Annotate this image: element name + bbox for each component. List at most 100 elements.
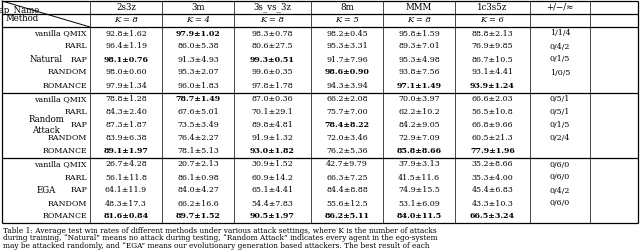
Text: 96.4±1.19: 96.4±1.19 xyxy=(105,43,147,50)
Text: 93.9±1.24: 93.9±1.24 xyxy=(470,81,515,89)
Text: 66.2±16.6: 66.2±16.6 xyxy=(177,200,219,207)
Text: 77.9±1.96: 77.9±1.96 xyxy=(470,147,515,155)
Text: 92.8±1.62: 92.8±1.62 xyxy=(105,29,147,38)
Text: 90.5±1.97: 90.5±1.97 xyxy=(250,212,295,220)
Text: 0/6/0: 0/6/0 xyxy=(550,200,570,207)
Text: 91.3±4.93: 91.3±4.93 xyxy=(177,55,219,64)
Text: 0/4/2: 0/4/2 xyxy=(550,43,570,50)
Text: 0/1/5: 0/1/5 xyxy=(550,121,570,129)
Text: 0/6/0: 0/6/0 xyxy=(550,173,570,181)
Text: K = 5: K = 5 xyxy=(335,16,359,24)
Text: 45.4±6.83: 45.4±6.83 xyxy=(472,186,513,195)
Text: 74.9±15.5: 74.9±15.5 xyxy=(398,186,440,195)
Text: 1c3s5z: 1c3s5z xyxy=(477,3,508,12)
Text: 83.9±6.38: 83.9±6.38 xyxy=(105,134,147,142)
Text: 97.9±1.02: 97.9±1.02 xyxy=(175,29,220,38)
Text: 55.6±12.5: 55.6±12.5 xyxy=(326,200,368,207)
Text: 86.0±5.38: 86.0±5.38 xyxy=(177,43,219,50)
Text: Method: Method xyxy=(6,14,39,23)
Text: 76.4±2.27: 76.4±2.27 xyxy=(177,134,219,142)
Text: 93.0±1.82: 93.0±1.82 xyxy=(250,147,295,155)
Text: 66.5±3.24: 66.5±3.24 xyxy=(470,212,515,220)
Text: 89.8±4.81: 89.8±4.81 xyxy=(252,121,293,129)
Text: 89.1±1.97: 89.1±1.97 xyxy=(104,147,148,155)
Text: 70.1±29.1: 70.1±29.1 xyxy=(252,108,293,116)
Text: 86.2±5.11: 86.2±5.11 xyxy=(324,212,369,220)
Text: 98.2±0.45: 98.2±0.45 xyxy=(326,29,368,38)
Text: RAP: RAP xyxy=(70,121,87,129)
Text: K = 8: K = 8 xyxy=(260,16,284,24)
Text: 53.1±6.09: 53.1±6.09 xyxy=(398,200,440,207)
Text: vanilla QMIX: vanilla QMIX xyxy=(35,161,87,169)
Text: 73.5±3.49: 73.5±3.49 xyxy=(177,121,219,129)
Text: 30.9±1.52: 30.9±1.52 xyxy=(252,161,293,169)
Text: ROMANCE: ROMANCE xyxy=(42,147,87,155)
Text: 42.7±9.79: 42.7±9.79 xyxy=(326,161,368,169)
Text: 84.3±2.40: 84.3±2.40 xyxy=(105,108,147,116)
Text: 97.9±1.34: 97.9±1.34 xyxy=(105,81,147,89)
Text: K = 8: K = 8 xyxy=(114,16,138,24)
Text: 96.0±1.83: 96.0±1.83 xyxy=(177,81,219,89)
Text: RARL: RARL xyxy=(64,43,87,50)
Text: 35.3±4.00: 35.3±4.00 xyxy=(472,173,513,181)
Text: 26.7±4.28: 26.7±4.28 xyxy=(105,161,147,169)
Text: +/−/≈: +/−/≈ xyxy=(547,3,573,12)
Text: vanilla QMIX: vanilla QMIX xyxy=(35,95,87,103)
Text: 93.1±4.41: 93.1±4.41 xyxy=(472,69,513,77)
Text: 76.2±5.36: 76.2±5.36 xyxy=(326,147,368,155)
Text: 91.9±1.32: 91.9±1.32 xyxy=(252,134,293,142)
Text: 43.3±10.3: 43.3±10.3 xyxy=(472,200,513,207)
Text: Random
Attack: Random Attack xyxy=(28,115,64,135)
Text: 87.3±1.87: 87.3±1.87 xyxy=(105,121,147,129)
Text: 84.4±8.88: 84.4±8.88 xyxy=(326,186,368,195)
Text: 35.2±8.66: 35.2±8.66 xyxy=(472,161,513,169)
Text: 2s3z: 2s3z xyxy=(116,3,136,12)
Text: 78.1±5.13: 78.1±5.13 xyxy=(177,147,219,155)
Text: 41.5±11.6: 41.5±11.6 xyxy=(398,173,440,181)
Text: ROMANCE: ROMANCE xyxy=(42,81,87,89)
Text: 8m: 8m xyxy=(340,3,354,12)
Text: RANDOM: RANDOM xyxy=(47,69,87,77)
Text: 86.1±0.98: 86.1±0.98 xyxy=(177,173,219,181)
Text: 99.6±0.35: 99.6±0.35 xyxy=(252,69,293,77)
Text: Natural: Natural xyxy=(29,55,63,64)
Text: K = 4: K = 4 xyxy=(186,16,210,24)
Text: 3s_vs_3z: 3s_vs_3z xyxy=(253,3,291,12)
Text: 78.7±1.49: 78.7±1.49 xyxy=(175,95,221,103)
Text: RARL: RARL xyxy=(64,108,87,116)
Text: 88.8±2.13: 88.8±2.13 xyxy=(472,29,513,38)
Text: 98.1±0.76: 98.1±0.76 xyxy=(104,55,148,64)
Text: vanilla QMIX: vanilla QMIX xyxy=(35,29,87,38)
Text: 99.3±0.51: 99.3±0.51 xyxy=(250,55,295,64)
Text: 1/0/5: 1/0/5 xyxy=(550,69,570,77)
Text: 60.9±14.2: 60.9±14.2 xyxy=(252,173,293,181)
Text: 91.7±7.96: 91.7±7.96 xyxy=(326,55,368,64)
Text: may be attacked randomly, and “EGA” means our evolutionary generation based atta: may be attacked randomly, and “EGA” mean… xyxy=(3,242,429,250)
Text: 95.3±4.98: 95.3±4.98 xyxy=(398,55,440,64)
Text: 56.1±11.8: 56.1±11.8 xyxy=(105,173,147,181)
Text: 89.7±1.52: 89.7±1.52 xyxy=(175,212,220,220)
Text: 98.6±0.90: 98.6±0.90 xyxy=(324,69,369,77)
Text: 66.3±7.25: 66.3±7.25 xyxy=(326,173,368,181)
Text: 66.2±2.08: 66.2±2.08 xyxy=(326,95,368,103)
Text: 66.6±2.03: 66.6±2.03 xyxy=(472,95,513,103)
Text: 89.3±7.01: 89.3±7.01 xyxy=(398,43,440,50)
Text: 62.2±10.2: 62.2±10.2 xyxy=(398,108,440,116)
Text: 78.4±8.22: 78.4±8.22 xyxy=(324,121,369,129)
Text: 0/6/0: 0/6/0 xyxy=(550,161,570,169)
Text: 94.3±3.94: 94.3±3.94 xyxy=(326,81,368,89)
Text: 76.9±9.85: 76.9±9.85 xyxy=(472,43,513,50)
Text: 98.3±0.78: 98.3±0.78 xyxy=(252,29,293,38)
Text: 85.8±8.66: 85.8±8.66 xyxy=(396,147,442,155)
Text: RAP: RAP xyxy=(70,186,87,195)
Text: 0/4/2: 0/4/2 xyxy=(550,186,570,195)
Text: RANDOM: RANDOM xyxy=(47,134,87,142)
Text: 98.0±0.60: 98.0±0.60 xyxy=(105,69,147,77)
Text: 84.0±11.5: 84.0±11.5 xyxy=(396,212,442,220)
Text: K = 8: K = 8 xyxy=(407,16,431,24)
Text: 65.1±4.41: 65.1±4.41 xyxy=(252,186,294,195)
Text: 70.0±3.97: 70.0±3.97 xyxy=(398,95,440,103)
Text: 80.6±27.5: 80.6±27.5 xyxy=(252,43,293,50)
Text: ROMANCE: ROMANCE xyxy=(42,212,87,220)
Text: EGA: EGA xyxy=(36,186,56,195)
